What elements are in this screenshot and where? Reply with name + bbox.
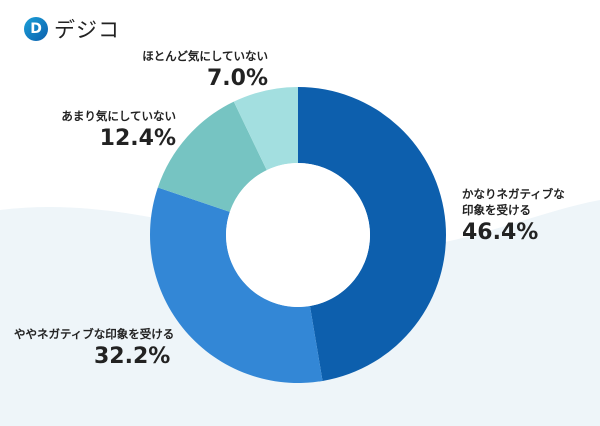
slice-value: 12.4% — [99, 126, 176, 151]
slice-name: ややネガティブな印象を受ける — [14, 327, 175, 341]
slice-name: あまり気にしていない — [61, 109, 176, 123]
label-slice-0: かなりネガティブな 印象を受ける 46.4% — [462, 186, 565, 245]
label-slice-2: あまり気にしていない 12.4% — [61, 108, 176, 151]
donut-hole — [226, 163, 370, 307]
logo: D デジコ — [24, 14, 120, 44]
logo-text: デジコ — [54, 18, 120, 42]
slice-name: ほとんど気にしていない — [142, 49, 268, 63]
slice-value: 46.4% — [462, 220, 539, 245]
donut-slice-3 — [233, 87, 298, 171]
donut-slice-1 — [150, 187, 323, 384]
donut-slice-2 — [157, 101, 267, 212]
label-slice-1: ややネガティブな印象を受ける 32.2% — [14, 326, 174, 369]
logo-icon: D — [24, 17, 48, 41]
label-slice-3: ほとんど気にしていない 7.0% — [142, 48, 268, 91]
slice-name: かなりネガティブな — [462, 187, 565, 201]
slice-value: 32.2% — [94, 344, 171, 369]
slice-value: 7.0% — [206, 66, 268, 91]
slice-name: 印象を受ける — [462, 203, 531, 217]
donut-slice-0 — [298, 87, 446, 381]
